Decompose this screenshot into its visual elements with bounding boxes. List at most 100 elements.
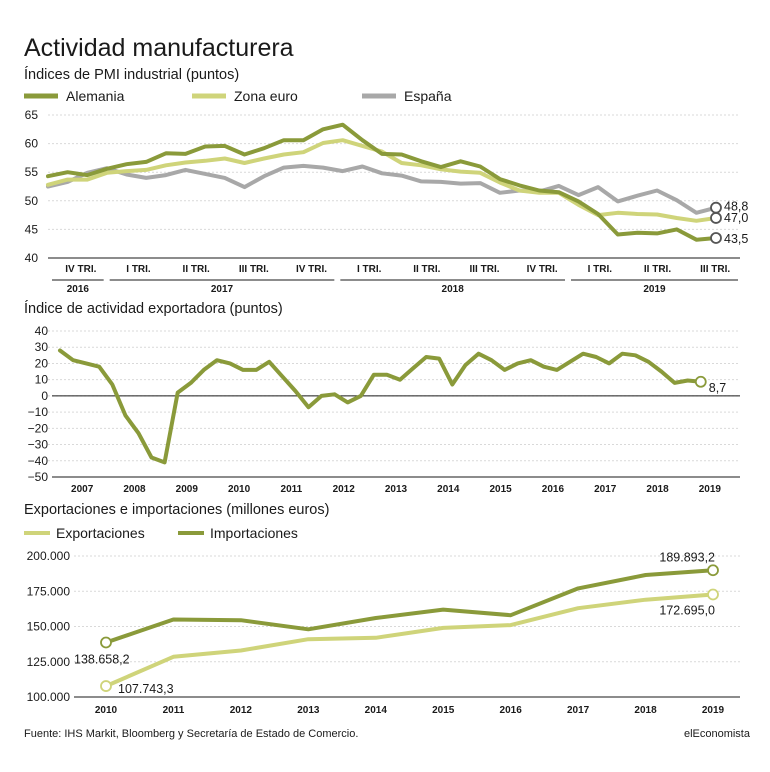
chart3-end-label-importaciones: 189.893,2 — [659, 550, 715, 564]
chart2-x-tick: 2015 — [489, 484, 512, 495]
chart1-end-label-alemania: 43,5 — [724, 232, 748, 246]
chart2-y-tick: 30 — [35, 340, 49, 354]
chart3-x-tick: 2013 — [297, 705, 320, 716]
chart1-end-label-zona_euro: 47,0 — [724, 211, 748, 225]
chart1-quarter-label: I TRI. — [126, 264, 151, 275]
chart3-x-tick: 2012 — [230, 705, 253, 716]
chart3-x-tick: 2019 — [702, 705, 725, 716]
chart1-quarter-label: II TRI. — [644, 264, 671, 275]
chart1-line-espana — [46, 163, 718, 215]
chart1-end-marker-espana — [710, 201, 722, 214]
chart2-grid — [48, 330, 740, 462]
chart1-y-axis: 40 45 50 55 60 65 — [25, 108, 39, 265]
chart3-line-importaciones — [104, 568, 715, 645]
chart1-end-marker-zona_euro — [710, 212, 722, 224]
chart2-series — [58, 348, 703, 465]
chart2-x-tick: 2010 — [228, 484, 251, 495]
chart3-x-tick: 2017 — [567, 705, 590, 716]
chart3-x-tick: 2015 — [432, 705, 455, 716]
chart2-x-axis: 2007 2008 2009 2010 2011 2012 2013 2014 2015 2016… — [52, 476, 740, 495]
chart3-end-markers: 107.743,3 172.695,0 138.658,2 189.893,2 — [74, 550, 719, 696]
chart3-end-label-exportaciones: 172.695,0 — [659, 604, 715, 618]
chart1-y-tick: 45 — [25, 222, 39, 236]
chart1-line-alemania — [46, 122, 718, 242]
chart2-x-tick: 2019 — [699, 484, 722, 495]
chart1-quarter-label: I TRI. — [588, 264, 613, 275]
chart1-y-tick: 65 — [25, 108, 39, 122]
chart2-title: Índice de actividad exportadora (puntos) — [24, 300, 283, 317]
chart2-end-marker: 8,7 — [694, 375, 726, 395]
chart1-year-label: 2017 — [211, 284, 234, 295]
chart1-year-label: 2018 — [442, 284, 465, 295]
chart3-x-tick: 2016 — [500, 705, 523, 716]
chart1-quarter-label: IV TRI. — [296, 264, 327, 275]
chart1-end-markers: 43,5 47,048,8 — [710, 200, 748, 246]
chart1-quarter-label: III TRI. — [470, 264, 500, 275]
chart2-x-tick: 2013 — [385, 484, 408, 495]
chart2-end-marker — [694, 375, 707, 388]
chart3-y-tick: 125.000 — [27, 655, 71, 669]
chart1-legend: Alemania Zona euro España — [24, 88, 452, 104]
chart2-x-tick: 2017 — [594, 484, 617, 495]
legend-label-espana: España — [404, 88, 452, 104]
legend-label-importaciones: Importaciones — [210, 525, 298, 541]
chart1-series — [46, 122, 718, 242]
chart2-y-tick: −30 — [28, 438, 49, 452]
chart3-start-label-exportaciones: 107.743,3 — [118, 682, 174, 696]
chart1-year-label: 2016 — [67, 284, 90, 295]
chart3-y-axis: 100.000 125.000 150.000 175.000 200.000 — [27, 549, 71, 704]
chart3-start-marker-importaciones — [100, 636, 112, 649]
chart2-x-tick: 2016 — [542, 484, 565, 495]
chart1-y-tick: 55 — [25, 165, 39, 179]
chart2-y-axis: −50 −40 −30 −20 −10 0 10 20 30 40 — [28, 324, 49, 484]
chart3-start-label-importaciones: 138.658,2 — [74, 652, 130, 666]
chart2-y-tick: −50 — [28, 470, 49, 484]
chart2-x-tick: 2018 — [646, 484, 669, 495]
chart3-x-tick: 2011 — [163, 705, 185, 716]
chart1-y-tick: 60 — [25, 137, 39, 151]
chart2-y-tick: 20 — [35, 356, 49, 370]
chart2-y-tick: 40 — [35, 324, 49, 338]
footer-brand: elEconomista — [684, 728, 751, 740]
chart1-y-tick: 40 — [25, 251, 39, 265]
chart2-y-tick: −40 — [28, 454, 49, 468]
chart1-end-label-espana: 48,8 — [724, 200, 748, 214]
chart1-quarter-label: I TRI. — [357, 264, 382, 275]
chart3-legend: Exportaciones Importaciones — [24, 525, 298, 541]
chart1-quarter-label: II TRI. — [413, 264, 440, 275]
chart3-end-marker-exportaciones — [707, 588, 719, 601]
chart2-x-tick: 2008 — [123, 484, 146, 495]
chart1-quarter-label: III TRI. — [700, 264, 730, 275]
chart3-y-tick: 200.000 — [27, 549, 71, 563]
legend-label-exportaciones: Exportaciones — [56, 525, 145, 541]
legend-label-zona-euro: Zona euro — [234, 88, 298, 104]
chart2-end-label: 8,7 — [709, 381, 726, 395]
chart1-quarter-label: IV TRI. — [527, 264, 558, 275]
main-title: Actividad manufacturera — [24, 34, 294, 62]
chart1-quarter-label: II TRI. — [183, 264, 210, 275]
chart2-x-tick: 2009 — [176, 484, 199, 495]
chart2-x-tick: 2007 — [71, 484, 94, 495]
chart1-title: Índices de PMI industrial (puntos) — [24, 66, 239, 83]
legend-label-alemania: Alemania — [66, 88, 125, 104]
chart3-x-tick: 2018 — [634, 705, 657, 716]
chart1-year-label: 2019 — [643, 284, 666, 295]
chart3-x-tick: 2010 — [95, 705, 118, 716]
chart3-end-marker-importaciones — [707, 564, 719, 577]
chart2-x-tick: 2012 — [333, 484, 356, 495]
chart2-x-tick: 2014 — [437, 484, 460, 495]
footer-source: Fuente: IHS Markit, Bloomberg y Secretar… — [24, 728, 358, 740]
chart3-title: Exportaciones e importaciones (millones … — [24, 502, 329, 518]
chart2-y-tick: 0 — [41, 389, 48, 403]
chart2-x-tick: 2011 — [281, 484, 303, 495]
chart3-grid — [74, 555, 740, 663]
chart1-end-marker-alemania — [710, 232, 722, 244]
chart1-quarter-label: III TRI. — [239, 264, 269, 275]
chart1-quarter-label: IV TRI. — [65, 264, 96, 275]
chart3-y-tick: 175.000 — [27, 584, 71, 598]
chart1-y-tick: 50 — [25, 194, 39, 208]
chart3-x-axis: 2010 2011 2012 2013 2014 2015 2016 2017 2018 2019 — [74, 696, 740, 716]
chart3-series — [104, 568, 715, 689]
chart3-start-marker-exportaciones — [100, 680, 112, 692]
